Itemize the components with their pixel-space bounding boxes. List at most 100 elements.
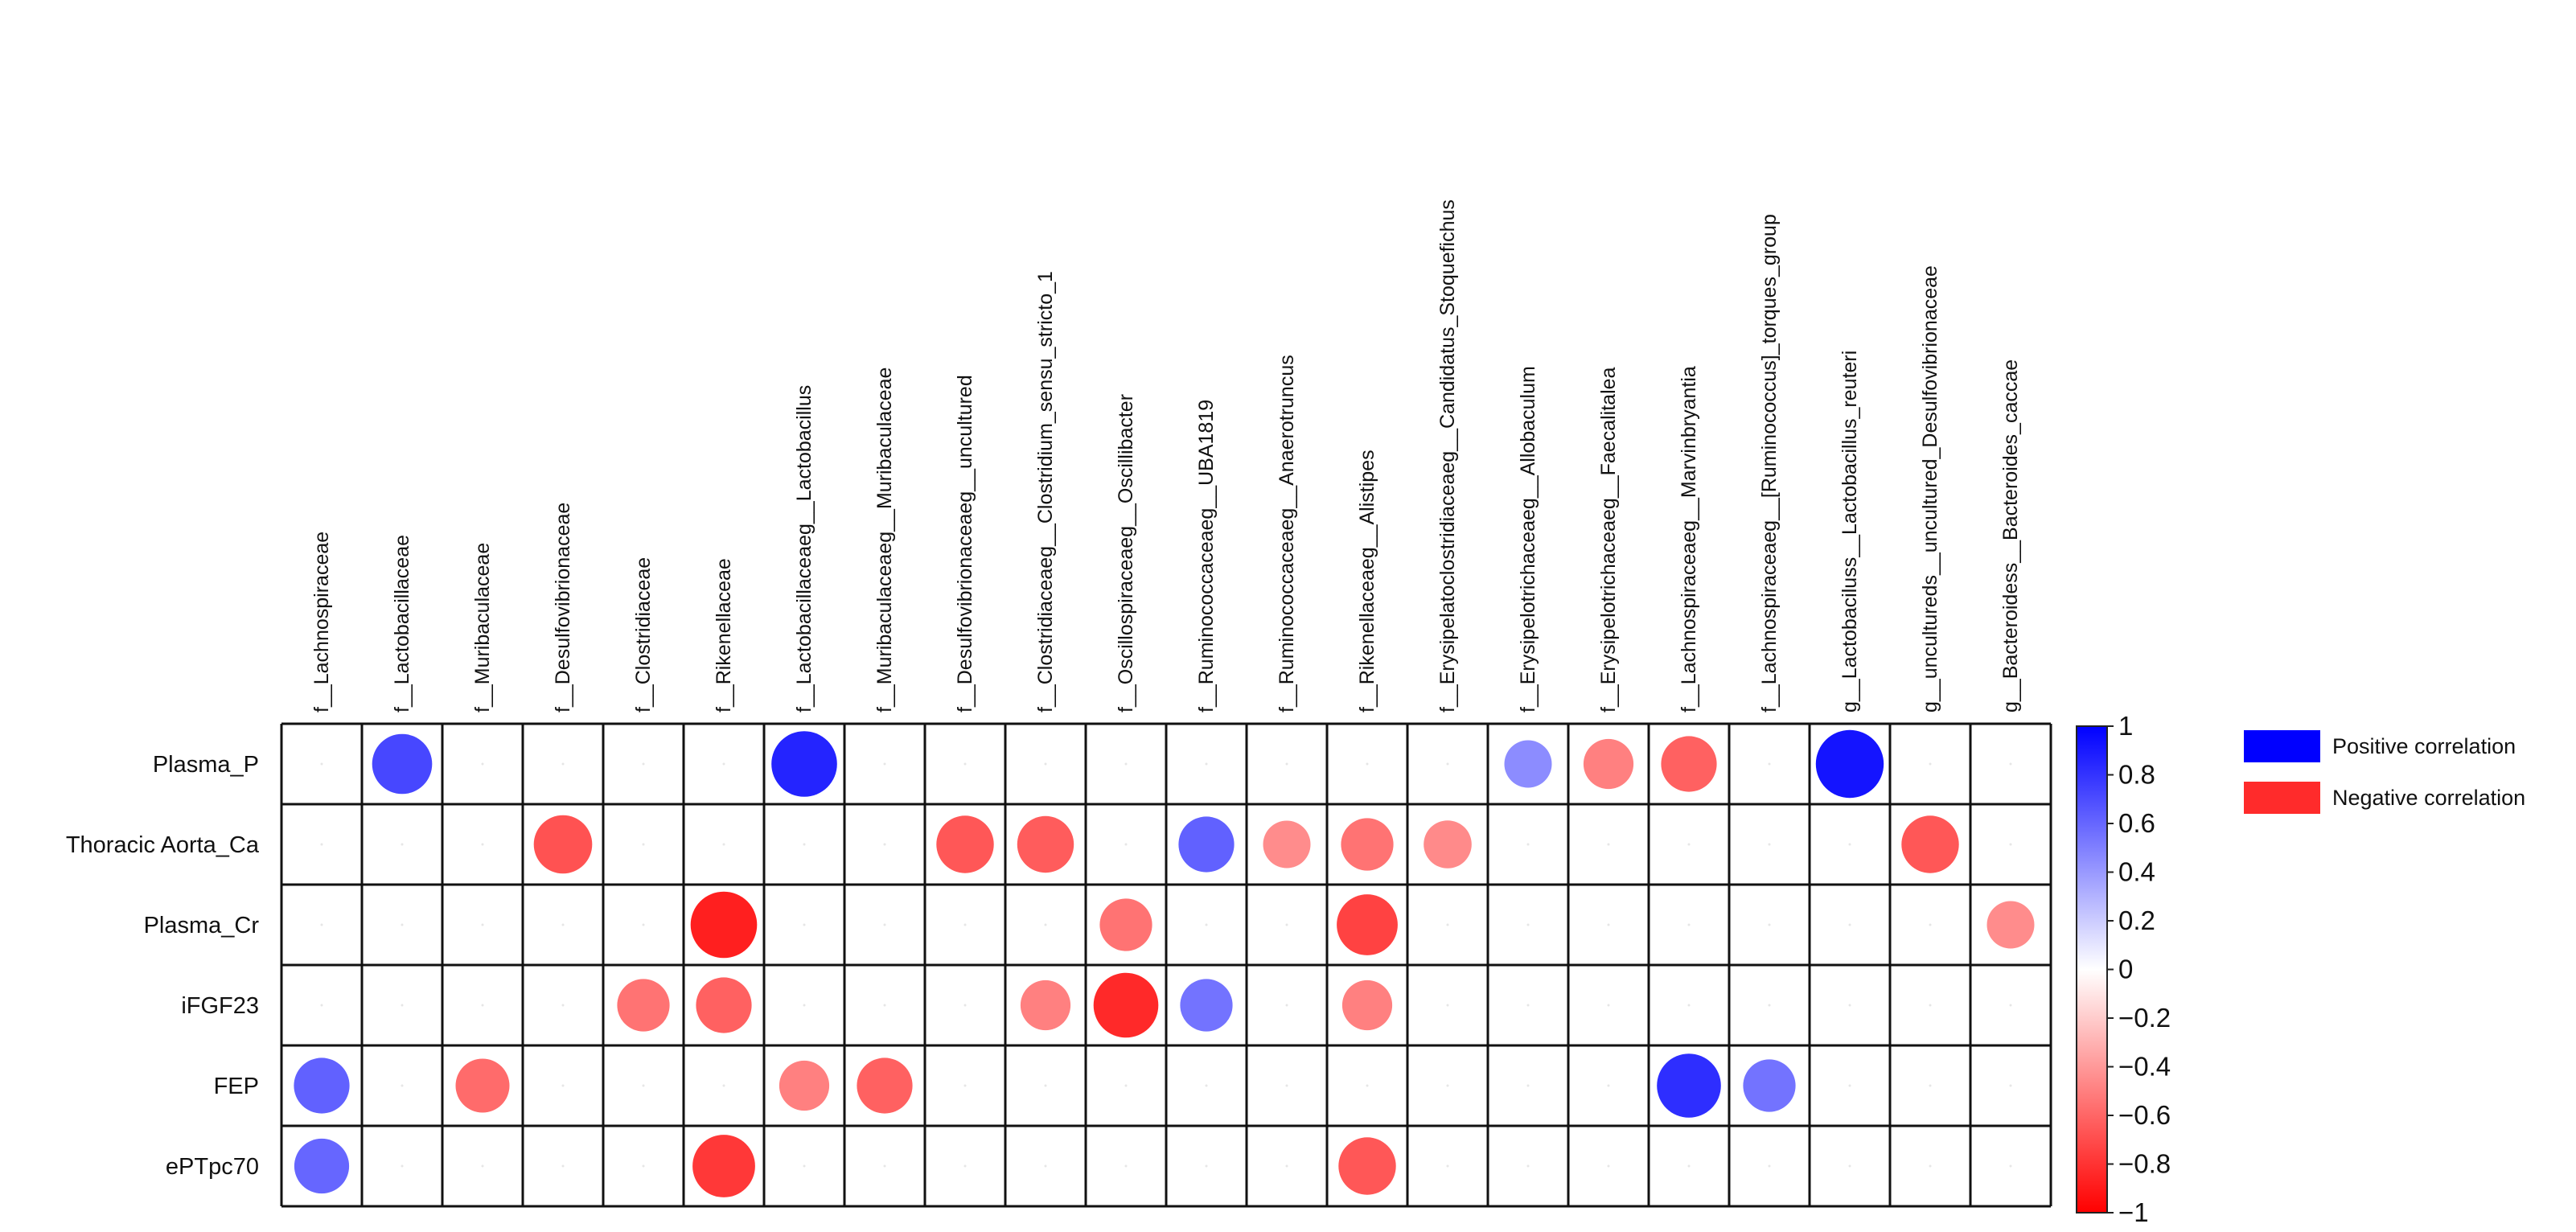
column-label: f__Lachnospiraceaeg__[Ruminococcus]_torq…	[1758, 214, 1781, 713]
correlation-dot	[1263, 820, 1311, 869]
column-label: f__Desulfovibrionaceaeg__uncultured	[954, 375, 976, 713]
correlation-dot	[1424, 820, 1472, 869]
correlation-dot	[1341, 818, 1394, 871]
correlation-dot-empty	[1929, 1004, 1932, 1007]
correlation-dot-empty	[883, 1164, 886, 1168]
correlation-dot-empty	[481, 923, 484, 926]
colorbar-tick-label: −0.8	[2118, 1149, 2171, 1179]
correlation-dot	[1504, 740, 1552, 788]
correlation-dot-empty	[803, 1004, 806, 1007]
correlation-dot-empty	[561, 923, 565, 926]
column-label: f__Rikenellaceae	[713, 558, 735, 713]
column-label: f__Muribaculaceaeg__Muribaculaceae	[873, 368, 896, 713]
correlation-dot-empty	[1205, 762, 1208, 766]
correlation-dot	[1986, 901, 2035, 949]
correlation-dot-empty	[320, 843, 323, 846]
correlation-dot	[372, 733, 433, 795]
correlation-dot-empty	[642, 923, 645, 926]
correlation-dot	[1017, 815, 1074, 873]
legend-swatch	[2244, 782, 2320, 814]
correlation-dot-empty	[1929, 1084, 1932, 1087]
correlation-dot-empty	[1044, 762, 1047, 766]
correlation-dot-empty	[1526, 1084, 1530, 1087]
correlation-dot-empty	[1607, 923, 1610, 926]
correlation-dot-empty	[1768, 762, 1771, 766]
correlation-dot	[692, 1135, 755, 1197]
correlation-dot	[617, 979, 670, 1032]
correlation-dot-empty	[1687, 1164, 1691, 1168]
column-label: f__Erysipelatoclostridiaceaeg__Candidatu…	[1436, 199, 1459, 713]
correlation-dot-empty	[1687, 843, 1691, 846]
correlation-dot	[779, 1060, 830, 1111]
correlation-dot-empty	[1848, 923, 1851, 926]
colorbar-tick-label: 0.4	[2118, 857, 2155, 887]
correlation-dot-empty	[803, 923, 806, 926]
correlation-dot-empty	[1205, 1084, 1208, 1087]
correlation-dot-empty	[1848, 843, 1851, 846]
correlation-dot-empty	[1526, 1004, 1530, 1007]
correlation-dot-empty	[1366, 1084, 1369, 1087]
correlation-dot-empty	[1044, 1084, 1047, 1087]
correlation-dot-empty	[1607, 1084, 1610, 1087]
colorbar-tick-label: 0.8	[2118, 760, 2155, 790]
column-label: f__Clostridiaceaeg__Clostridium_sensu_st…	[1034, 271, 1057, 713]
column-label: f__Lachnospiraceaeg__Marvinbryantia	[1678, 366, 1700, 713]
correlation-dot-empty	[963, 762, 967, 766]
correlation-dot-empty	[1768, 1004, 1771, 1007]
correlation-dot-empty	[963, 923, 967, 926]
colorbar-tick-label: 0	[2118, 955, 2133, 984]
correlation-dot-empty	[1848, 1004, 1851, 1007]
column-label: f__Lactobacillaceae	[391, 535, 413, 713]
legend-label: Negative correlation	[2332, 786, 2525, 810]
correlation-dot-empty	[722, 762, 725, 766]
colorbar-tick-label: 0.2	[2118, 906, 2155, 935]
correlation-dot-empty	[722, 843, 725, 846]
correlation-dot-empty	[642, 1164, 645, 1168]
column-label: f__Ruminococcaceaeg__Anaerotruncus	[1276, 355, 1298, 713]
correlation-dot-empty	[1607, 1004, 1610, 1007]
column-label: g__Lactobaciluss__Lactobacillus_reuteri	[1839, 351, 1861, 713]
correlation-dot-empty	[481, 1164, 484, 1168]
colorbar-tick-label: −0.4	[2118, 1052, 2171, 1082]
correlation-dot-empty	[1124, 1084, 1128, 1087]
correlation-dot-empty	[1768, 923, 1771, 926]
correlation-dot-empty	[1526, 843, 1530, 846]
correlation-dot-empty	[1929, 1164, 1932, 1168]
row-label: Thoracic Aorta_Ca	[66, 832, 260, 858]
correlation-dot-empty	[642, 762, 645, 766]
correlation-dot-empty	[401, 1164, 404, 1168]
correlation-dot-empty	[1687, 923, 1691, 926]
correlation-dot-empty	[1285, 762, 1288, 766]
correlation-dot	[1583, 738, 1634, 790]
column-label: f__Rikenellaceaeg__Alistipes	[1356, 450, 1378, 713]
correlation-dot-empty	[642, 843, 645, 846]
legend-swatch	[2244, 730, 2320, 762]
correlation-dot-empty	[1446, 1164, 1449, 1168]
correlation-dot	[1815, 729, 1884, 799]
correlation-dot	[1338, 1137, 1396, 1195]
correlation-dot-empty	[401, 1004, 404, 1007]
correlation-dot-empty	[320, 1004, 323, 1007]
correlation-dot-empty	[1607, 1164, 1610, 1168]
correlation-dot-empty	[1526, 1164, 1530, 1168]
correlation-dot-empty	[561, 1164, 565, 1168]
colorbar-tick-label: 0.6	[2118, 808, 2155, 838]
column-label: f__Erysipelotrichaceaeg__Allobaculum	[1517, 366, 1539, 713]
correlation-dot-empty	[1446, 1084, 1449, 1087]
correlation-dot-empty	[1044, 923, 1047, 926]
correlation-dot-empty	[1366, 762, 1369, 766]
correlation-dot-empty	[1124, 762, 1128, 766]
correlation-dot-empty	[1446, 1004, 1449, 1007]
column-label: f__Lactobacillaceaeg__Lactobacillus	[793, 385, 816, 713]
correlation-dot	[771, 731, 837, 797]
correlation-dot-empty	[1446, 923, 1449, 926]
correlation-dot	[533, 815, 593, 874]
column-label: f__Oscillospiraceaeg__Oscillibacter	[1115, 394, 1137, 713]
colorbar-tick-label: −0.2	[2118, 1003, 2171, 1033]
correlation-dot-empty	[2009, 1004, 2012, 1007]
correlation-dot	[455, 1058, 510, 1113]
correlation-dot-empty	[722, 1084, 725, 1087]
correlation-dot	[696, 977, 752, 1033]
correlation-dot-empty	[1285, 1084, 1288, 1087]
matrix-grid	[280, 722, 2052, 1208]
